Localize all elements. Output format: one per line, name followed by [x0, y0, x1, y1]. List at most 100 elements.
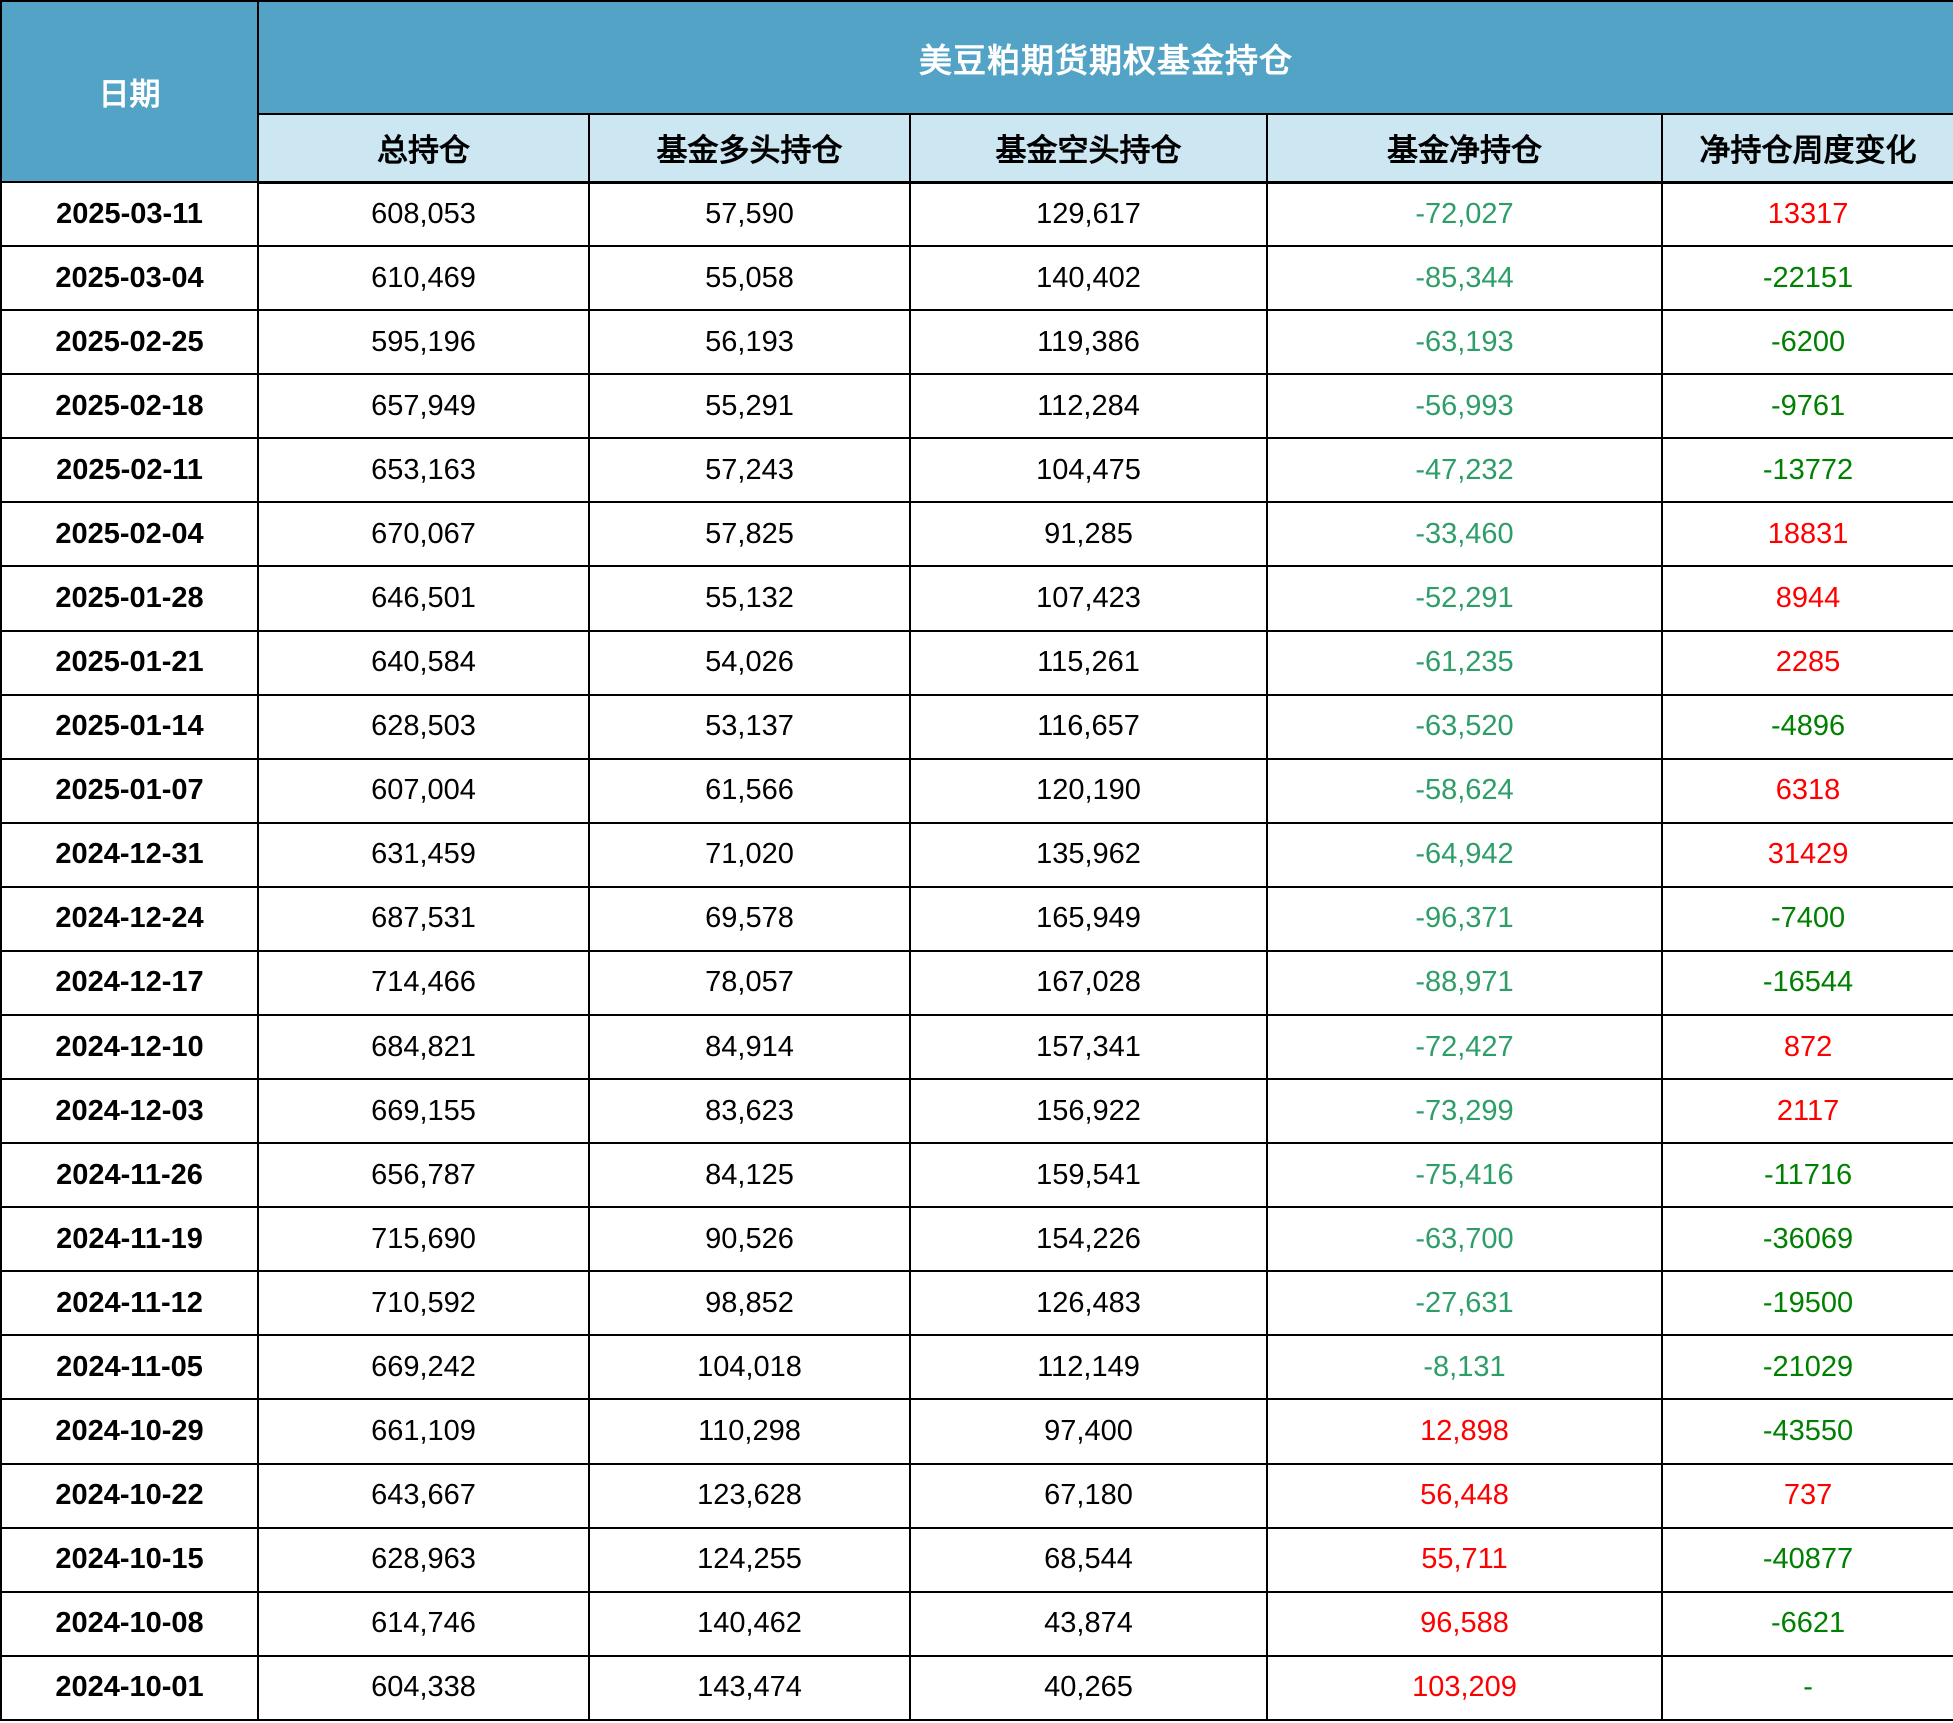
fund-long-cell: 124,255	[588, 1526, 911, 1593]
fund-long-cell: 71,020	[588, 821, 911, 888]
date-cell: 2024-11-26	[0, 1142, 259, 1209]
fund-long-cell: 53,137	[588, 693, 911, 760]
table-row: 2025-02-04 670,067 57,825 91,285 -33,460…	[0, 501, 1953, 568]
fund-short-cell: 119,386	[909, 309, 1268, 376]
net-weekly-change-cell: -6200	[1660, 309, 1953, 376]
fund-net-cell: -8,131	[1266, 1334, 1663, 1401]
fund-net-cell: -63,700	[1266, 1206, 1663, 1273]
net-weekly-change-cell: -16544	[1660, 949, 1953, 1017]
table-row: 2025-01-21 640,584 54,026 115,261 -61,23…	[0, 629, 1953, 696]
net-weekly-change-cell: 2117	[1660, 1078, 1953, 1145]
date-cell: 2025-02-18	[0, 373, 259, 440]
net-weekly-change-cell: 31429	[1660, 821, 1953, 888]
fund-short-cell: 120,190	[909, 757, 1268, 824]
fund-net-cell: -72,427	[1266, 1014, 1663, 1081]
date-cell: 2025-03-04	[0, 245, 259, 312]
date-cell: 2025-02-25	[0, 309, 259, 376]
fund-net-cell: -47,232	[1266, 437, 1663, 504]
date-cell: 2024-10-22	[0, 1462, 259, 1529]
net-weekly-change-cell: 6318	[1660, 757, 1953, 824]
fund-long-cell: 140,462	[588, 1590, 911, 1657]
fund-long-cell: 57,243	[588, 437, 911, 504]
fund-short-cell: 68,544	[909, 1526, 1268, 1593]
total-positions-cell: 670,067	[257, 501, 590, 568]
net-weekly-change-cell: -4896	[1660, 693, 1953, 760]
net-weekly-change-cell: -19500	[1660, 1270, 1953, 1337]
fund-short-cell: 104,475	[909, 437, 1268, 504]
total-positions-cell: 595,196	[257, 309, 590, 376]
table-row: 2024-12-03 669,155 83,623 156,922 -73,29…	[0, 1078, 1953, 1145]
table-row: 2025-01-28 646,501 55,132 107,423 -52,29…	[0, 565, 1953, 632]
fund-short-cell: 107,423	[909, 565, 1268, 632]
total-positions-cell: 643,667	[257, 1462, 590, 1529]
date-cell: 2025-01-14	[0, 693, 259, 760]
fund-long-cell: 54,026	[588, 629, 911, 696]
table-row: 2025-02-25 595,196 56,193 119,386 -63,19…	[0, 309, 1953, 376]
net-weekly-change-cell: -11716	[1660, 1142, 1953, 1209]
total-positions-cell: 714,466	[257, 949, 590, 1017]
total-positions-cell: 631,459	[257, 821, 590, 888]
fund-short-cell: 167,028	[909, 949, 1268, 1017]
fund-long-cell: 84,125	[588, 1142, 911, 1209]
date-cell: 2025-02-11	[0, 437, 259, 504]
fund-short-cell: 112,284	[909, 373, 1268, 440]
total-positions-cell: 710,592	[257, 1270, 590, 1337]
table-row: 2025-02-18 657,949 55,291 112,284 -56,99…	[0, 373, 1953, 440]
date-cell: 2024-10-01	[0, 1654, 259, 1722]
table-row: 2024-10-15 628,963 124,255 68,544 55,711…	[0, 1526, 1953, 1593]
table-row: 2024-10-08 614,746 140,462 43,874 96,588…	[0, 1590, 1953, 1657]
table-row: 2025-03-04 610,469 55,058 140,402 -85,34…	[0, 245, 1953, 312]
fund-short-cell: 115,261	[909, 629, 1268, 696]
net-weekly-change-cell: 872	[1660, 1014, 1953, 1081]
table-row: 2025-01-14 628,503 53,137 116,657 -63,52…	[0, 693, 1953, 760]
fund-short-cell: 116,657	[909, 693, 1268, 760]
fund-net-cell: 56,448	[1266, 1462, 1663, 1529]
date-cell: 2024-11-12	[0, 1270, 259, 1337]
date-cell: 2024-12-17	[0, 949, 259, 1017]
date-cell: 2024-12-10	[0, 1014, 259, 1081]
table-row: 2024-12-31 631,459 71,020 135,962 -64,94…	[0, 821, 1953, 888]
fund-long-cell: 98,852	[588, 1270, 911, 1337]
fund-long-cell: 56,193	[588, 309, 911, 376]
net-weekly-change-cell: -21029	[1660, 1334, 1953, 1401]
table-row: 2024-10-01 604,338 143,474 40,265 103,20…	[0, 1654, 1953, 1722]
net-weekly-change-cell: -7400	[1660, 885, 1953, 952]
net-weekly-change-cell: 13317	[1660, 180, 1953, 248]
fund-net-cell: 12,898	[1266, 1398, 1663, 1465]
fund-long-cell: 55,291	[588, 373, 911, 440]
fund-short-cell: 135,962	[909, 821, 1268, 888]
table-row: 2025-03-11 608,053 57,590 129,617 -72,02…	[0, 180, 1953, 248]
total-positions-cell: 628,963	[257, 1526, 590, 1593]
column-header-net-weekly-change: 净持仓周度变化	[1660, 113, 1953, 184]
fund-short-cell: 67,180	[909, 1462, 1268, 1529]
fund-long-cell: 57,590	[588, 180, 911, 248]
column-header-fund-net: 基金净持仓	[1266, 113, 1663, 184]
fund-short-cell: 157,341	[909, 1014, 1268, 1081]
net-weekly-change-cell: 737	[1660, 1462, 1953, 1529]
net-weekly-change-cell: 18831	[1660, 501, 1953, 568]
fund-short-cell: 91,285	[909, 501, 1268, 568]
date-cell: 2025-01-21	[0, 629, 259, 696]
date-cell: 2024-12-24	[0, 885, 259, 952]
fund-net-cell: -72,027	[1266, 180, 1663, 248]
total-positions-cell: 628,503	[257, 693, 590, 760]
fund-net-cell: -63,193	[1266, 309, 1663, 376]
fund-net-cell: -52,291	[1266, 565, 1663, 632]
fund-net-cell: 96,588	[1266, 1590, 1663, 1657]
fund-long-cell: 104,018	[588, 1334, 911, 1401]
date-cell: 2024-11-19	[0, 1206, 259, 1273]
column-header-row: 总持仓 基金多头持仓 基金空头持仓 基金净持仓 净持仓周度变化	[1, 113, 1953, 184]
fund-net-cell: 103,209	[1266, 1654, 1663, 1722]
table-row: 2025-02-11 653,163 57,243 104,475 -47,23…	[0, 437, 1953, 504]
fund-net-cell: -85,344	[1266, 245, 1663, 312]
net-weekly-change-cell: 2285	[1660, 629, 1953, 696]
total-positions-cell: 657,949	[257, 373, 590, 440]
fund-net-cell: -73,299	[1266, 1078, 1663, 1145]
total-positions-cell: 607,004	[257, 757, 590, 824]
fund-short-cell: 43,874	[909, 1590, 1268, 1657]
net-weekly-change-cell: -43550	[1660, 1398, 1953, 1465]
title-row: 日期 美豆粕期货期权基金持仓	[0, 0, 1953, 183]
fund-net-cell: -58,624	[1266, 757, 1663, 824]
fund-net-cell: -63,520	[1266, 693, 1663, 760]
